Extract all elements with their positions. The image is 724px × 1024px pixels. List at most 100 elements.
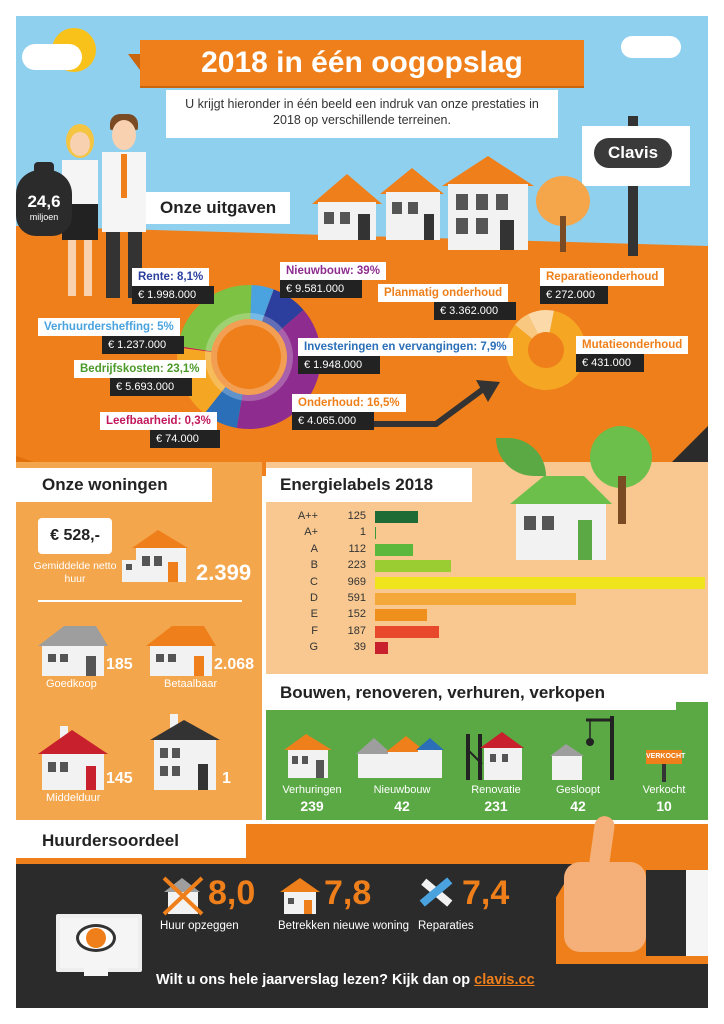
house-betaalbaar-icon	[146, 626, 216, 676]
verkocht-sign-post	[662, 756, 666, 782]
donut-segment	[177, 345, 212, 352]
energy-label-value: 152	[347, 608, 366, 621]
section-title-uitgaven: Onze uitgaven	[146, 192, 291, 224]
segment-amount-nieuwbouw: € 9.581.000	[280, 280, 362, 298]
energy-label-bar	[375, 642, 389, 655]
energy-label-code: E	[310, 608, 318, 621]
energy-row: A+ 1	[278, 526, 708, 540]
total-spending-unit: miljoen	[29, 212, 59, 222]
energy-label-code: F	[311, 624, 318, 637]
infographic: 2018 in één oogopslag U krijgt hieronder…	[16, 16, 708, 1008]
onderhoud-segment	[506, 310, 586, 390]
score-reparaties: 7,4	[462, 874, 510, 912]
section-title-huurders: Huurdersoordeel	[16, 824, 246, 858]
section-title-bouwen: Bouwen, renoveren, verhuren, verkopen	[266, 676, 676, 710]
thumbs-up-sleeve	[686, 870, 708, 956]
count-duur: 1	[222, 770, 231, 787]
energy-label-code: A+	[304, 526, 318, 539]
energy-row: F 187	[278, 625, 708, 639]
onderhoud-label-reparatie: Reparatieonderhoud	[540, 268, 665, 286]
verkocht-sign: VERKOCHT	[646, 750, 685, 764]
energy-row: A++ 125	[278, 510, 708, 524]
label-verhuringen: Verhuringen	[282, 784, 342, 796]
segment-label-bedrijfskosten: Bedrijfskosten: 23,1%	[74, 360, 206, 378]
value-renovatie: 231	[484, 798, 508, 814]
score-betrekken: 7,8	[324, 874, 372, 912]
tree-trunk	[618, 476, 626, 524]
donut-segment-highlight	[259, 315, 283, 337]
tools-icon	[419, 877, 453, 907]
cloud-icon	[621, 36, 681, 58]
energy-label-code: D	[310, 592, 318, 604]
green-house-icon	[510, 476, 612, 560]
energy-row: E 152	[278, 608, 708, 622]
rent-bubble: € 528,-	[38, 518, 112, 554]
label-goedkoop: Goedkoop	[46, 678, 97, 690]
onderhoud-label-mutatie: Mutatieonderhoud	[576, 336, 689, 354]
divider	[38, 600, 242, 602]
segment-amount-rente: € 1.998.000	[132, 286, 214, 304]
donut-segment	[262, 289, 304, 333]
energy-label-code: G	[309, 641, 318, 654]
energy-row: B 223	[278, 559, 708, 573]
money-bag-tie	[34, 162, 54, 174]
donut-segment-highlight	[221, 382, 244, 401]
value-verkocht: 10	[656, 798, 672, 814]
cta-text: Wilt u ons hele jaarverslag lezen? Kijk …	[156, 972, 471, 988]
gesloopt-icon	[550, 716, 614, 780]
energy-label-chart: A++ 125 A+ 1 A 112 B 223 C 969 D 591 E 152 F 187 G 39	[278, 510, 708, 660]
money-bag-icon	[16, 170, 72, 236]
onderhoud-segment	[514, 314, 538, 339]
sign-post	[628, 116, 638, 256]
energy-label-bar	[375, 625, 439, 638]
value-verhuringen: 239	[300, 798, 324, 814]
donut-segment-highlight	[205, 350, 218, 353]
cta-link[interactable]: clavis.cc	[474, 972, 535, 988]
segment-label-investeringen: Investeringen en vervangingen: 7,9%	[298, 338, 513, 356]
donut-segment	[250, 285, 274, 322]
energy-label-bar	[375, 511, 418, 523]
donut-segment	[177, 285, 252, 352]
segment-label-nieuwbouw: Nieuwbouw: 39%	[280, 262, 386, 280]
house-goedkoop-icon	[38, 626, 108, 676]
cta-line: Wilt u ons hele jaarverslag lezen? Kijk …	[156, 972, 535, 988]
housing-total: 2.399	[196, 560, 252, 585]
label-nieuwbouw: Nieuwbouw	[373, 784, 431, 796]
thumbs-up-fist	[564, 862, 646, 952]
rent-label: Gemiddelde netto huur	[33, 560, 117, 585]
energy-label-code: A++	[297, 510, 318, 522]
onderhoud-amount-planmatig: € 3.362.000	[434, 302, 516, 320]
verhuringen-icon	[284, 734, 332, 778]
onderhoud-donut-chart	[506, 310, 586, 390]
label-betrekken: Betrekken nieuwe woning	[278, 920, 410, 932]
donut-segment-highlight	[250, 313, 265, 327]
energy-label-code: B	[310, 559, 318, 572]
label-renovatie: Renovatie	[471, 784, 521, 796]
cancel-house-icon	[162, 876, 204, 916]
energy-label-code: C	[310, 575, 318, 588]
title-banner-fold-left	[128, 54, 140, 70]
donut-segment-highlight	[241, 328, 293, 401]
man-figure	[98, 114, 150, 304]
energy-label-bar	[375, 609, 427, 622]
segment-label-verhuurdersheffing: Verhuurdersheffing: 5%	[38, 318, 180, 336]
energy-row: C 969	[278, 576, 708, 590]
onderhoud-label-planmatig: Planmatig onderhoud	[378, 284, 509, 302]
page-subtitle: U krijgt hieronder in één beeld een indr…	[166, 90, 558, 138]
total-spending-value: 24,6	[27, 192, 61, 211]
nieuwbouw-icon	[356, 736, 444, 778]
energy-label-value: 591	[347, 592, 366, 604]
segment-label-leefbaarheid: Leefbaarheid: 0,3%	[100, 412, 217, 430]
energy-label-value: 1	[359, 526, 366, 539]
label-verkocht: Verkocht	[642, 784, 686, 796]
energy-label-value: 125	[347, 510, 366, 522]
label-middelduur: Middelduur	[46, 792, 101, 804]
thumbs-up-cuff	[646, 870, 686, 956]
woman-figure	[58, 124, 102, 304]
segment-amount-verhuurdersheffing: € 1.237.000	[102, 336, 184, 354]
new-house-icon	[280, 878, 320, 914]
value-nieuwbouw: 42	[394, 798, 410, 814]
label-gesloopt: Gesloopt	[555, 784, 601, 796]
segment-amount-onderhoud: € 4.065.000	[292, 412, 374, 430]
segment-amount-investeringen: € 1.948.000	[298, 356, 380, 374]
